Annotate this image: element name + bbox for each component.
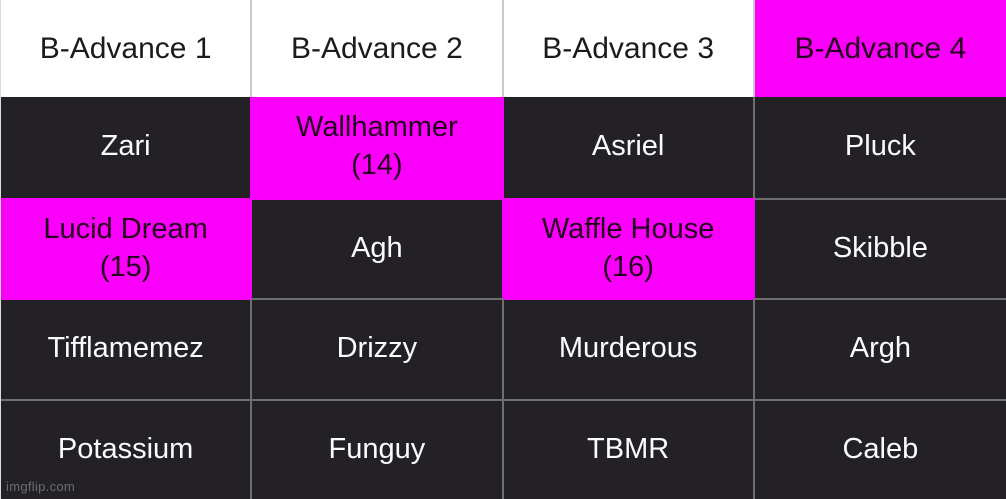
cell-tbmr: TBMR [503, 398, 755, 499]
cell-zari: Zari [1, 97, 253, 198]
header-cell-b-advance-3: B-Advance 3 [503, 0, 755, 97]
cell-potassium: Potassium [1, 398, 253, 499]
cell-argh: Argh [754, 298, 1006, 399]
cell-waffle-house: Waffle House (16) [503, 197, 755, 298]
header-cell-b-advance-4: B-Advance 4 [754, 0, 1006, 97]
cell-tifflamemez: Tifflamemez [1, 298, 253, 399]
cell-agh: Agh [252, 197, 504, 298]
cell-pluck: Pluck [754, 97, 1006, 198]
cell-funguy: Funguy [252, 398, 504, 499]
header-cell-b-advance-1: B-Advance 1 [1, 0, 253, 97]
cell-drizzy: Drizzy [252, 298, 504, 399]
cell-wallhammer: Wallhammer (14) [252, 97, 504, 198]
header-cell-b-advance-2: B-Advance 2 [252, 0, 504, 97]
cell-caleb: Caleb [754, 398, 1006, 499]
cell-asriel: Asriel [503, 97, 755, 198]
cell-lucid-dream: Lucid Dream (15) [1, 197, 253, 298]
imgflip-watermark: imgflip.com [6, 479, 76, 494]
cell-skibble: Skibble [754, 197, 1006, 298]
cell-murderous: Murderous [503, 298, 755, 399]
